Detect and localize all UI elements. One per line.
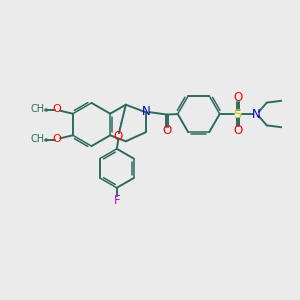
Text: O: O bbox=[53, 104, 62, 115]
Text: S: S bbox=[233, 107, 242, 121]
Text: O: O bbox=[233, 91, 243, 104]
Text: CH₃: CH₃ bbox=[30, 104, 48, 115]
Text: O: O bbox=[233, 124, 243, 137]
Text: CH₃: CH₃ bbox=[30, 134, 48, 145]
Text: F: F bbox=[113, 194, 120, 207]
Text: O: O bbox=[114, 130, 123, 143]
Text: N: N bbox=[142, 105, 150, 119]
Text: N: N bbox=[252, 107, 261, 121]
Text: O: O bbox=[53, 134, 62, 145]
Text: O: O bbox=[163, 124, 172, 137]
